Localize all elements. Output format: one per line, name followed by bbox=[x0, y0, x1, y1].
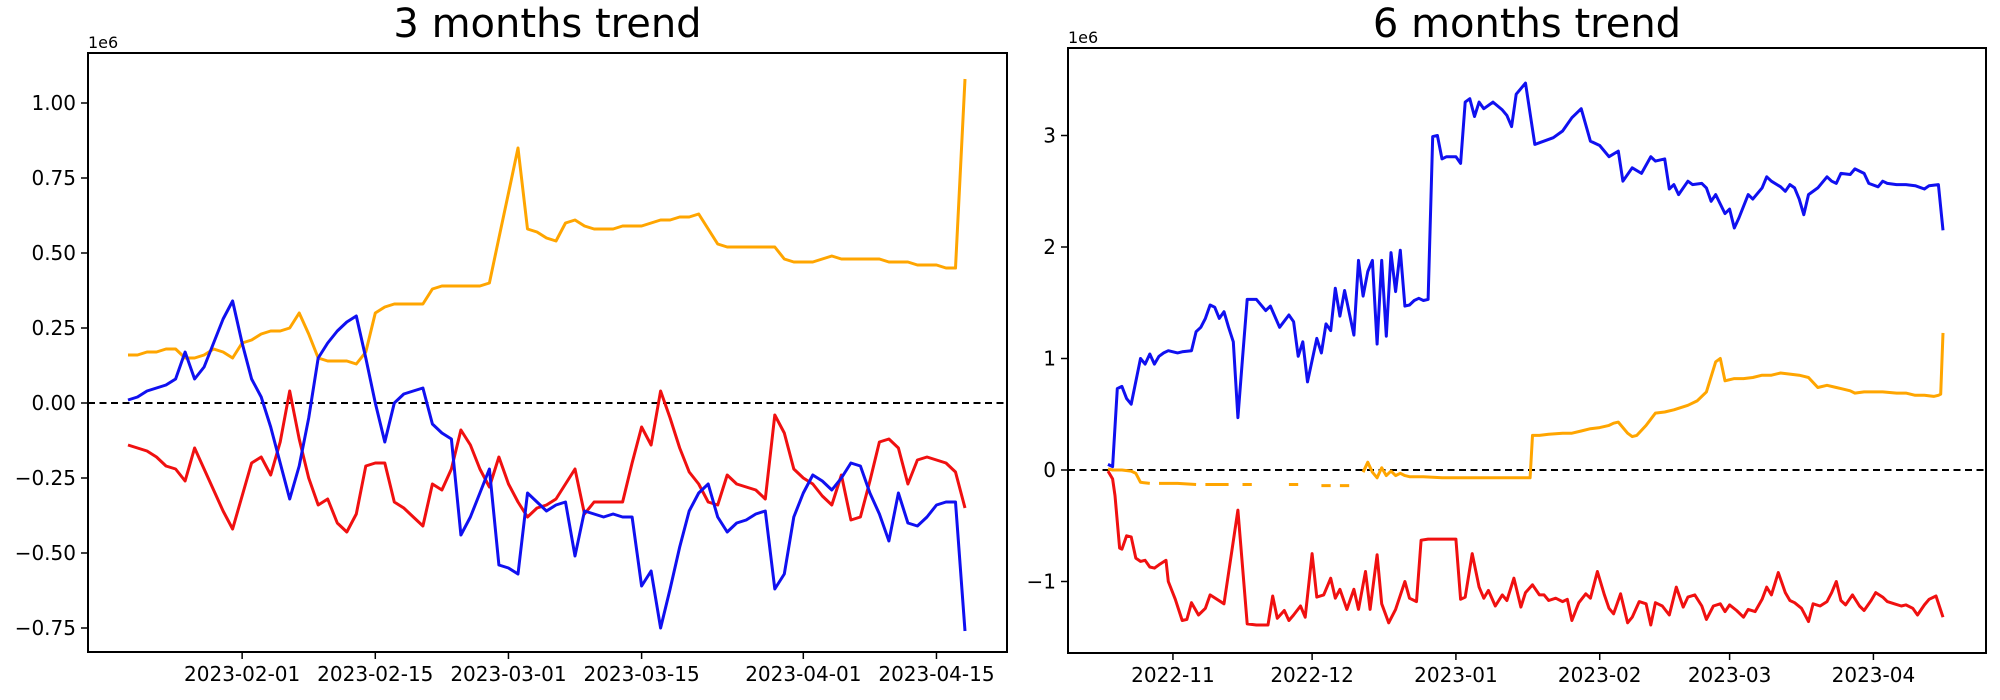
x-tick-label: 2023-02 bbox=[1558, 663, 1642, 687]
y-axis-offset-label-right: 1e6 bbox=[1068, 28, 1099, 47]
chart-title-6-months: 6 months trend bbox=[1372, 1, 1682, 47]
x-tick-label: 2023-04 bbox=[1832, 663, 1916, 687]
y-tick-label: 2 bbox=[1043, 235, 1056, 259]
x-tick-label: 2023-01 bbox=[1414, 663, 1498, 687]
y-tick-label: −0.50 bbox=[15, 541, 76, 565]
x-tick-label: 2023-02-15 bbox=[317, 662, 433, 686]
blue-series-line bbox=[1107, 81, 1945, 469]
red-series-line bbox=[1106, 470, 1945, 627]
y-tick-label: 0.50 bbox=[31, 241, 76, 265]
y-tick-label: 0.75 bbox=[31, 166, 76, 190]
y-tick-label: 0.25 bbox=[31, 316, 76, 340]
x-tick-label: 2023-04-15 bbox=[878, 662, 994, 686]
y-tick-label: 1.00 bbox=[31, 91, 76, 115]
axes-frame bbox=[1067, 47, 1987, 654]
axes-frame bbox=[87, 52, 1008, 653]
red-series-line bbox=[127, 389, 967, 534]
x-tick-label: 2022-12 bbox=[1270, 663, 1354, 687]
blue-series-line bbox=[127, 299, 967, 632]
chart-title-3-months: 3 months trend bbox=[393, 1, 702, 47]
orange-series-line bbox=[128, 78, 967, 366]
x-tick-label: 2022-11 bbox=[1131, 663, 1215, 687]
x-tick-label: 2023-03-15 bbox=[583, 662, 699, 686]
chart-6-months-trend: 2022-11 2022-12 2023-01 2023-02 2023-03 2023-… bbox=[1027, 47, 1987, 687]
chart-3-months-trend: 2023-02-01 2023-02-15 2023-03-01 2023-03-15… bbox=[15, 52, 1008, 686]
x-tick-label: 2023-03 bbox=[1688, 663, 1772, 687]
y-tick-label: −0.75 bbox=[15, 616, 76, 640]
y-tick-label: −0.25 bbox=[15, 466, 76, 490]
y-axis-offset-label-left: 1e6 bbox=[88, 33, 119, 52]
y-tick-label: 3 bbox=[1043, 124, 1056, 148]
y-tick-label: 0 bbox=[1043, 458, 1056, 482]
orange-series-line bbox=[1107, 332, 1945, 488]
x-tick-label: 2023-04-01 bbox=[745, 662, 861, 686]
x-tick-label: 2023-03-01 bbox=[450, 662, 566, 686]
y-tick-label: −1 bbox=[1027, 570, 1056, 594]
y-tick-label: 0.00 bbox=[31, 391, 76, 415]
y-tick-label: 1 bbox=[1043, 347, 1056, 371]
x-tick-label: 2023-02-01 bbox=[184, 662, 300, 686]
